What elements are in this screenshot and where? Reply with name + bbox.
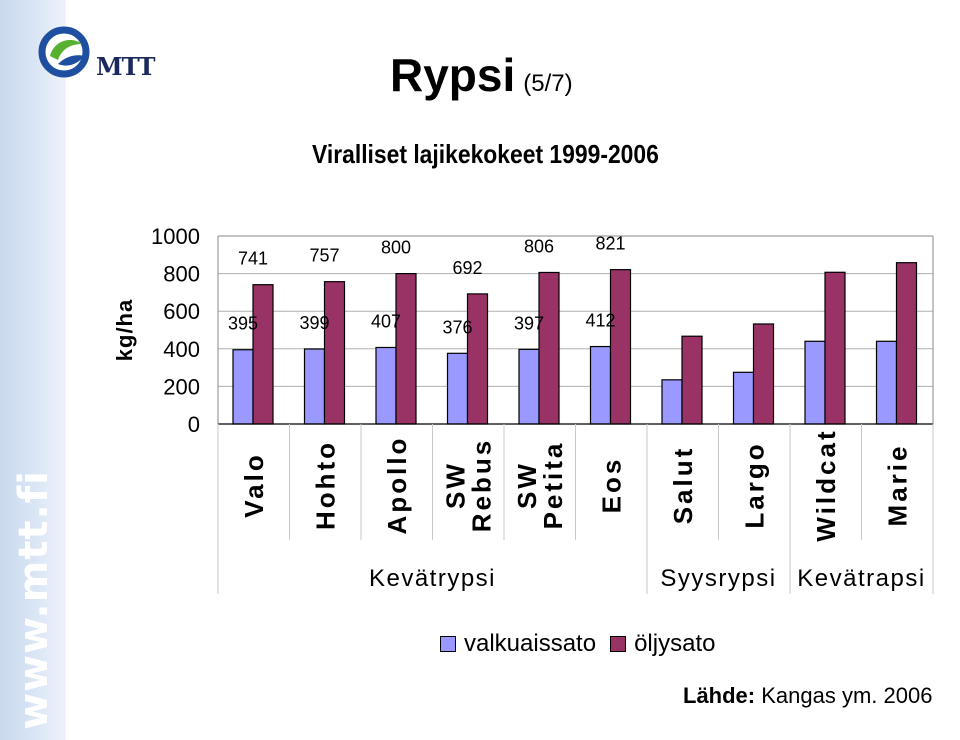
legend-swatch-oljysato <box>610 636 627 652</box>
group-label: Syysrypsi <box>660 565 776 592</box>
bar-oljysato <box>538 271 560 425</box>
legend: valkuaissato öljysato <box>440 630 715 658</box>
y-tick-label: 600 <box>163 299 200 324</box>
y-tick-label: 0 <box>188 412 200 437</box>
group-label: Kevätrypsi <box>369 565 496 592</box>
category-label: SWPetita <box>512 441 568 530</box>
y-tick-label: 200 <box>163 374 200 399</box>
data-label: 806 <box>524 236 554 256</box>
side-strip: www.mtt.fi <box>0 0 66 740</box>
data-label: 395 <box>228 314 258 334</box>
category-label-line: Salut <box>668 446 698 525</box>
page-title: Rypsi (5/7) <box>390 48 573 102</box>
bar-oljysato <box>466 293 489 425</box>
category-label: Wildcat <box>811 428 841 541</box>
bar-valkuaissato <box>446 352 469 425</box>
title-main: Rypsi <box>390 49 516 101</box>
y-axis-title: kg/ha <box>112 299 137 361</box>
data-label: 407 <box>371 311 401 331</box>
category-label: Apollo <box>382 436 412 535</box>
y-tick-label: 400 <box>163 337 200 362</box>
bar-oljysato <box>609 269 632 425</box>
data-label: 821 <box>595 234 625 254</box>
mtt-logo-icon <box>38 26 90 78</box>
y-tick-label: 1000 <box>151 224 200 249</box>
category-label-line: Rebus <box>466 438 496 532</box>
category-label: SWRebus <box>440 438 496 532</box>
source-prefix: Lähde: <box>683 683 756 708</box>
bars <box>232 262 918 425</box>
bar-oljysato <box>895 262 918 425</box>
labels: 0 200 400 600 800 1000 kg/ha 395 741 399 757 407 800… <box>112 224 925 592</box>
data-label: 692 <box>452 258 482 278</box>
category-label-line: SW <box>440 461 470 509</box>
category-label: Marie <box>882 444 912 527</box>
bar-oljysato <box>323 281 346 425</box>
bar-valkuaissato <box>875 340 898 425</box>
category-label-line: Valo <box>239 452 269 517</box>
logo-text: MTT <box>96 52 155 81</box>
category-label-line: Hohto <box>310 440 340 530</box>
category-label-line: Eos <box>596 457 626 514</box>
y-tick-label: 800 <box>163 262 200 287</box>
category-label: Eos <box>596 457 626 514</box>
bar-valkuaissato <box>804 340 826 425</box>
data-label: 757 <box>309 246 339 266</box>
bar-oljysato <box>824 271 846 425</box>
category-label: Largo <box>739 441 769 528</box>
bar-oljysato <box>252 284 274 425</box>
category-label-line: Apollo <box>382 436 412 535</box>
group-label: Kevätrapsi <box>797 565 925 592</box>
legend-swatch-valkuaissato <box>440 636 456 652</box>
category-label-line: Marie <box>882 444 912 527</box>
bar-oljysato <box>395 273 417 425</box>
bar-valkuaissato <box>661 379 683 425</box>
bar-oljysato <box>752 323 775 425</box>
category-label-line: SW <box>512 461 542 509</box>
bar-valkuaissato <box>589 345 612 425</box>
title-suffix: (5/7) <box>523 70 573 97</box>
data-label: 397 <box>514 313 544 333</box>
category-label: Valo <box>239 452 269 517</box>
category-label-line: Wildcat <box>811 428 841 541</box>
category-label: Hohto <box>310 440 340 530</box>
data-label: 376 <box>442 317 472 337</box>
bar-oljysato <box>681 335 703 425</box>
legend-label-valkuaissato: valkuaissato <box>464 630 597 657</box>
source-note: Lähde: Kangas ym. 2006 <box>683 683 932 709</box>
legend-label-oljysato: öljysato <box>634 630 716 657</box>
source-text: Kangas ym. 2006 <box>761 683 933 708</box>
page-subtitle: Viralliset lajikekokeet 1999-2006 <box>312 139 659 169</box>
data-label: 800 <box>381 238 411 258</box>
category-label: Salut <box>668 446 698 525</box>
bar-valkuaissato <box>375 346 397 425</box>
data-label: 399 <box>299 313 329 333</box>
category-label-line: Petita <box>538 441 568 530</box>
bar-valkuaissato <box>732 371 755 425</box>
bar-valkuaissato <box>303 348 326 425</box>
bar-valkuaissato <box>518 348 540 425</box>
axes <box>217 235 934 594</box>
data-label: 741 <box>238 249 268 269</box>
bar-valkuaissato <box>232 349 254 425</box>
category-label-line: Largo <box>739 441 769 528</box>
data-label: 412 <box>585 311 615 331</box>
